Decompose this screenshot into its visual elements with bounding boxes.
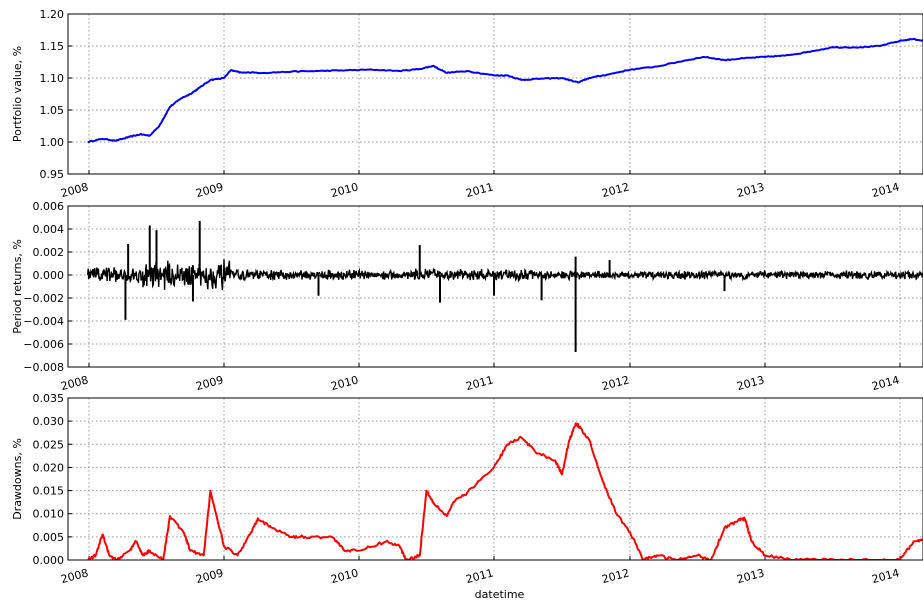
panel-1-y-axis-label: Portfolio value, % — [11, 46, 24, 142]
panel-2-y-tick-label: 0.002 — [33, 246, 65, 259]
panel-1-y-tick-label: 1.10 — [40, 72, 65, 85]
panel-2-frame — [67, 205, 923, 368]
panel-2-returns-line — [87, 259, 923, 290]
panel-3-y-tick-label: 0.005 — [33, 531, 65, 544]
panel-1-y-tick-label: 1.15 — [40, 40, 65, 53]
panel-2-y-tick-label: 0.004 — [33, 223, 65, 236]
panel-3-y-tick-label: 0.010 — [33, 508, 65, 521]
panel-1-y-tick-label: 1.00 — [40, 136, 65, 149]
panel-1-y-tick-label: 0.95 — [40, 168, 65, 181]
panel-3-y-tick-label: 0.000 — [33, 554, 65, 567]
panel-3-y-tick-label: 0.015 — [33, 485, 65, 498]
panel-3-x-axis-label: datetime — [475, 588, 525, 601]
panel-3-y-axis-label: Drawdowns, % — [11, 438, 24, 520]
panel-2: −0.008 −0.006 −0.004 −0.002 0.000 0.002 0.004 0… — [11, 200, 923, 393]
panel-2-y-tick-label: −0.006 — [23, 338, 64, 351]
panel-3-y-tick-label: 0.035 — [33, 392, 65, 405]
panel-2-y-tick-label: −0.008 — [23, 361, 64, 374]
panel-2-y-axis-label: Period returns, % — [11, 239, 24, 334]
panel-3-y-tick-label: 0.025 — [33, 438, 65, 451]
panel-2-y-tick-label: −0.004 — [23, 315, 64, 328]
panel-3-frame — [67, 397, 923, 561]
panel-1-y-tick-label: 1.20 — [40, 8, 65, 21]
panel-1-series-line — [87, 37, 923, 144]
panel-1-frame — [67, 13, 923, 175]
panel-3-y-tick-label: 0.020 — [33, 461, 65, 474]
panel-3-data — [87, 422, 923, 560]
panel-1-data — [87, 37, 923, 144]
panel-3-y-tick-label: 0.030 — [33, 415, 65, 428]
panel-2-y-tick-label: 0.000 — [33, 269, 65, 282]
panel-2-y-tick-label: −0.002 — [23, 292, 64, 305]
panel-2-data — [87, 220, 923, 353]
panel-1-y-tick-label: 1.05 — [40, 104, 65, 117]
panel-2-y-tick-label: 0.006 — [33, 200, 65, 213]
panel-3-series-line — [87, 422, 923, 560]
